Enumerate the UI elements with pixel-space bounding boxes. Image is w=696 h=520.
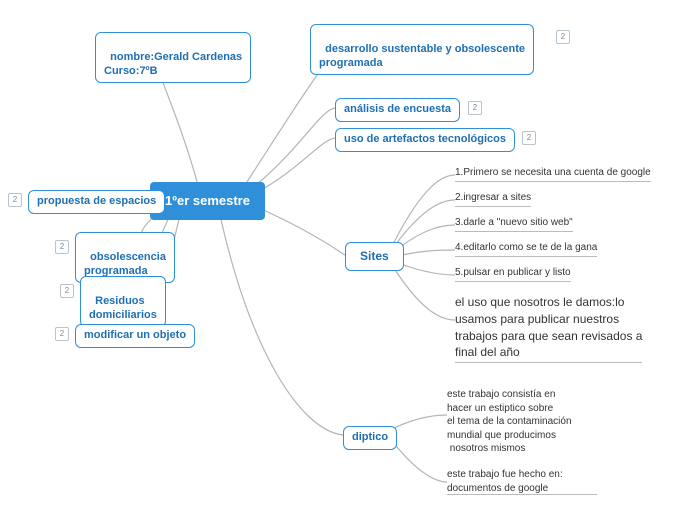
node-desarrollo-label: desarrollo sustentable y obsolescente pr… [319,43,525,69]
badge-analisis: 2 [468,101,482,115]
node-uso[interactable]: uso de artefactos tecnológicos [335,128,515,152]
sites-uso: el uso que nosotros le damos:lo usamos p… [455,294,642,363]
node-residuos-label: Residuos domiciliarios [89,295,157,321]
node-propuesta[interactable]: propuesta de espacios [28,190,165,214]
root-node[interactable]: 1ºer semestre [150,182,265,220]
node-desarrollo[interactable]: desarrollo sustentable y obsolescente pr… [310,24,534,75]
node-modificar-label: modificar un objeto [84,329,186,341]
node-uso-label: uso de artefactos tecnológicos [344,133,506,145]
node-sites[interactable]: Sites [345,242,404,271]
diptico-note-2-line [447,494,597,496]
node-nombre-label: nombre:Gerald Cardenas Curso:7ºB [104,51,242,77]
node-propuesta-label: propuesta de espacios [37,195,156,207]
node-sites-label: Sites [360,249,389,263]
root-label: 1ºer semestre [165,193,250,208]
node-diptico[interactable]: diptico [343,426,397,450]
sites-step-3: 3.darle a "nuevo sitio web" [455,216,573,232]
badge-desarrollo: 2 [556,30,570,44]
node-modificar[interactable]: modificar un objeto [75,324,195,348]
node-analisis[interactable]: análisis de encuesta [335,98,460,122]
node-analisis-label: análisis de encuesta [344,103,451,115]
badge-uso: 2 [522,131,536,145]
sites-step-5: 5.pulsar en publicar y listo [455,266,571,282]
node-residuos[interactable]: Residuos domiciliarios [80,276,166,327]
badge-propuesta: 2 [8,193,22,207]
sites-step-2: 2.ingresar a sites [455,191,531,207]
sites-step-4: 4.editarlo como se te de la gana [455,241,597,257]
badge-residuos: 2 [60,284,74,298]
badge-obsolescencia: 2 [55,240,69,254]
diptico-note-1: este trabajo consistía en hacer un estip… [447,388,572,457]
diptico-note-2: este trabajo fue hecho en: documentos de… [447,468,563,496]
badge-modificar: 2 [55,327,69,341]
node-obsolescencia-label: obsolescencia programada [84,251,166,277]
node-diptico-label: diptico [352,431,388,443]
node-nombre[interactable]: nombre:Gerald Cardenas Curso:7ºB [95,32,251,83]
sites-step-1: 1.Primero se necesita una cuenta de goog… [455,166,651,182]
